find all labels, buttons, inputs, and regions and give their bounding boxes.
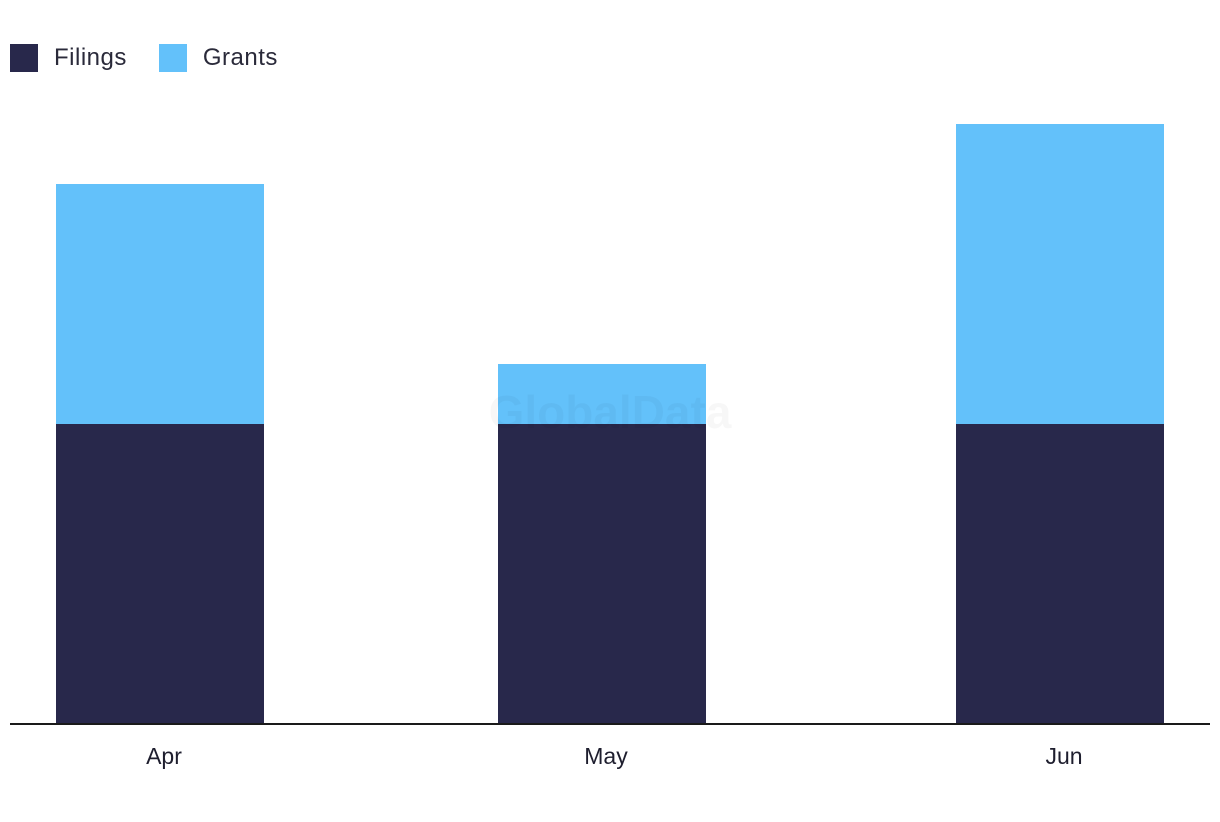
x-tick-label-jun: Jun (1045, 743, 1082, 769)
bar-grants-jun (956, 124, 1164, 424)
bar-filings-jun (956, 424, 1164, 724)
x-tick-label-may: May (584, 743, 628, 769)
legend-swatch-grants (158, 44, 187, 72)
bar-filings-may (498, 424, 706, 724)
x-tick-labels: Apr May Jun (146, 743, 1082, 769)
bar-grants-may (498, 364, 706, 424)
watermark: GlobalData (489, 386, 732, 438)
legend-item-grants: Grants (158, 44, 278, 72)
legend-label-filings: Filings (54, 44, 127, 71)
legend-item-filings: Filings (10, 44, 127, 72)
bar-grants-apr (56, 184, 264, 424)
legend-swatch-filings (10, 44, 38, 72)
bar-filings-apr (56, 424, 264, 724)
x-tick-label-apr: Apr (146, 743, 182, 769)
legend-label-grants: Grants (202, 44, 278, 71)
bars-group (56, 124, 1164, 724)
legend: Filings Grants (10, 44, 310, 72)
